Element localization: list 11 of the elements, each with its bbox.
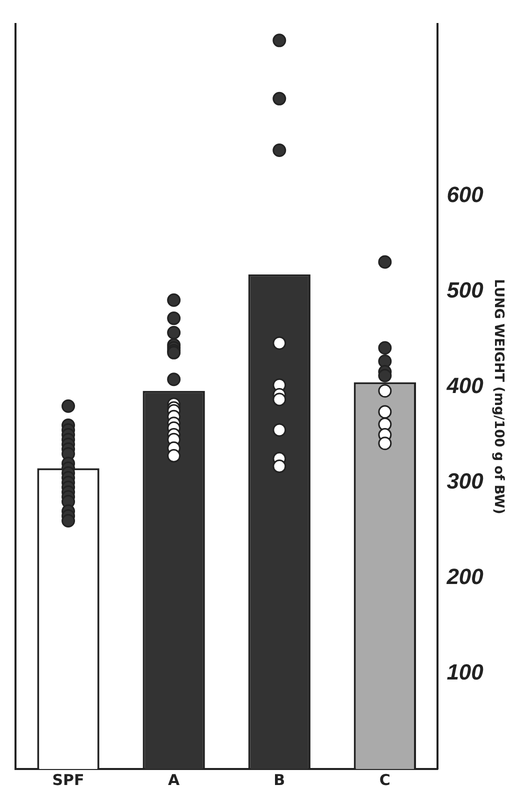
x-tick-label: C (379, 770, 390, 789)
x-tick-label: A (168, 770, 180, 789)
x-tick-label: B (274, 770, 286, 789)
y-tick-label: 100 (446, 660, 484, 685)
y-axis-title: LUNG WEIGHT (mg/100 g of BW) (490, 279, 506, 514)
y-tick-label: 300 (446, 468, 484, 494)
x-tick-label: SPF (52, 770, 84, 789)
y-tick-label: 600 (446, 182, 484, 208)
y-tick-label: 400 (446, 373, 484, 398)
y-tick-label: 200 (446, 564, 484, 590)
y-tick-label: 500 (446, 278, 484, 303)
